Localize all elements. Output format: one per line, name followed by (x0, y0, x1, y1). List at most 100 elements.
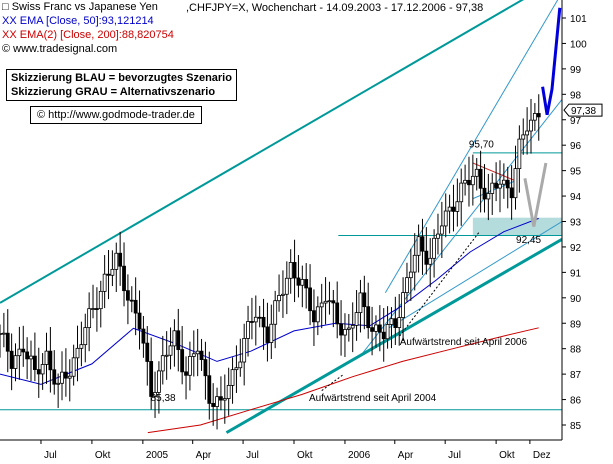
price-bar (184, 356, 188, 400)
y-tick-label: 85 (570, 421, 582, 432)
copyright-icon: © (37, 109, 46, 121)
note-gray: Skizzierung GRAU = Alternativszenario (11, 86, 216, 98)
price-bar (412, 233, 417, 291)
price-bar-body (226, 385, 231, 399)
price-bar (335, 281, 340, 339)
price-bar (521, 118, 526, 155)
price-bar-body (211, 402, 216, 407)
price-bar (172, 319, 177, 367)
price-bar-body (188, 356, 192, 376)
price-bar (246, 305, 250, 357)
legend-ema50: XX EMA [Close, 50]:93,121214 (2, 15, 154, 27)
price-bar-body (261, 316, 266, 328)
price-bar-body (459, 182, 464, 203)
price-bar (377, 305, 382, 352)
price-bar-body (199, 350, 204, 360)
price-bar-body (149, 361, 154, 397)
price-bar-body (432, 237, 436, 259)
scenario-gray-path (523, 162, 548, 227)
price-bar-body (536, 113, 541, 118)
price-bar (91, 284, 95, 319)
trendline-1 (387, 221, 562, 329)
price-bar (532, 103, 537, 131)
y-tick-label: 100 (570, 39, 587, 50)
price-bar-body (377, 324, 382, 333)
price-bar-body (29, 355, 33, 360)
price-bar-body (129, 299, 134, 302)
price-bar (129, 286, 134, 313)
price-bar-body (207, 375, 212, 404)
y-tick-label: 87 (570, 370, 582, 381)
y-tick-label: 86 (570, 396, 582, 407)
price-bar-body (436, 233, 440, 239)
price-bar-body (374, 324, 378, 332)
price-bar (277, 274, 281, 312)
price-bar (261, 298, 266, 350)
price-bar-body (443, 210, 448, 227)
price-bar-body (296, 277, 301, 286)
price-bar (9, 333, 14, 391)
price-bar-body (176, 330, 181, 350)
price-bar-body (114, 252, 119, 270)
copyright-icon: © (2, 43, 11, 55)
price-bar (257, 305, 262, 328)
price-bar (1, 312, 6, 348)
price-bar (397, 294, 402, 346)
note-blue: Skizzierung BLAU = bevorzugtes Szenario (11, 72, 232, 84)
price-bar-body (281, 293, 285, 296)
price-bar (381, 308, 386, 362)
price-bar (467, 156, 471, 207)
price-bar (300, 265, 305, 308)
url-box[interactable]: © http://www.godmode-trader.de (30, 106, 202, 124)
price-bar (265, 302, 270, 362)
price-bar (451, 184, 456, 232)
price-bar (385, 306, 390, 349)
price-bar (308, 264, 312, 326)
price-bar-body (401, 292, 405, 318)
price-bar (529, 98, 533, 154)
url-link[interactable]: http://www.godmode-trader.de (48, 109, 195, 121)
price-bar-body (141, 328, 146, 344)
price-bar-body (292, 262, 297, 279)
last-price-marker: 97,38 (563, 103, 603, 117)
price-bar-body (195, 350, 200, 355)
price-bar-body (133, 299, 138, 314)
price-bar-body (397, 317, 402, 328)
price-bar (443, 193, 448, 238)
price-bar (346, 313, 351, 342)
x-tick-label: Okt (297, 450, 313, 461)
price-bar (358, 279, 363, 333)
price-bar (191, 330, 196, 377)
price-bar (304, 263, 309, 309)
price-bar-body (521, 134, 526, 140)
price-bar (106, 250, 111, 300)
price-bar-body (250, 321, 254, 323)
price-bar (168, 327, 173, 370)
price-bar-body (269, 323, 274, 343)
price-bar (513, 145, 518, 210)
price-bar (470, 154, 475, 206)
price-bar-body (335, 302, 340, 325)
price-bar-body (60, 371, 64, 384)
price-bar (226, 367, 231, 416)
y-tick-label: 99 (570, 65, 582, 76)
price-bar (366, 282, 371, 339)
price-bar (102, 255, 107, 309)
price-bar (207, 351, 212, 420)
price-bar-body (94, 308, 99, 310)
price-bar-body (98, 290, 103, 310)
price-bar-body (428, 257, 433, 265)
price-bar-body (36, 369, 41, 375)
price-bar (331, 289, 336, 328)
price-bar (141, 315, 146, 358)
price-bar (494, 162, 499, 202)
channel-line-outer-upper (0, 0, 525, 304)
price-bar (40, 353, 45, 390)
price-bar-body (242, 338, 247, 363)
price-bar (137, 290, 142, 350)
price-bar-body (327, 300, 332, 303)
price-bar-body (219, 396, 223, 401)
price-bar (319, 283, 324, 329)
price-bar (83, 313, 88, 363)
price-bar (160, 335, 165, 385)
